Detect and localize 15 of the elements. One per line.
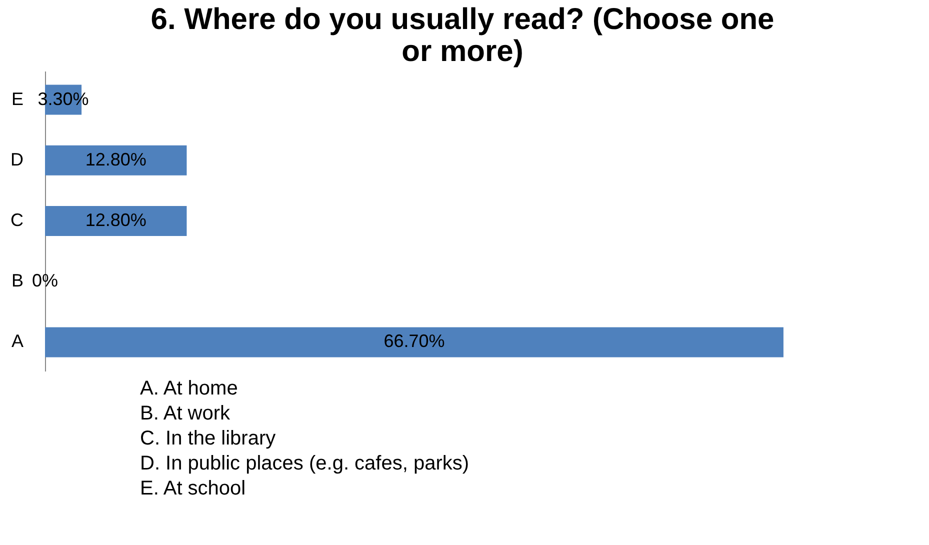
data-label: 12.80% (85, 149, 146, 170)
chart-title: 6. Where do you usually read? (Choose one or more) (150, 3, 774, 68)
text: B. At work (140, 402, 232, 424)
data-label: 66.70% (384, 331, 445, 352)
y-tick-label: C (10, 210, 24, 230)
text: E. At school (140, 478, 246, 500)
y-tick-label: E (11, 88, 24, 109)
y-tick-label: D (10, 149, 24, 170)
text: A. At home (140, 378, 238, 400)
y-tick-label: B (11, 270, 24, 291)
data-label: 0% (32, 270, 58, 291)
text: C. In the library (140, 428, 276, 450)
y-tick-label: A (11, 331, 24, 352)
text: D. In public places (e.g. cafes, parks) (140, 452, 470, 474)
data-label: 12.80% (85, 210, 146, 230)
